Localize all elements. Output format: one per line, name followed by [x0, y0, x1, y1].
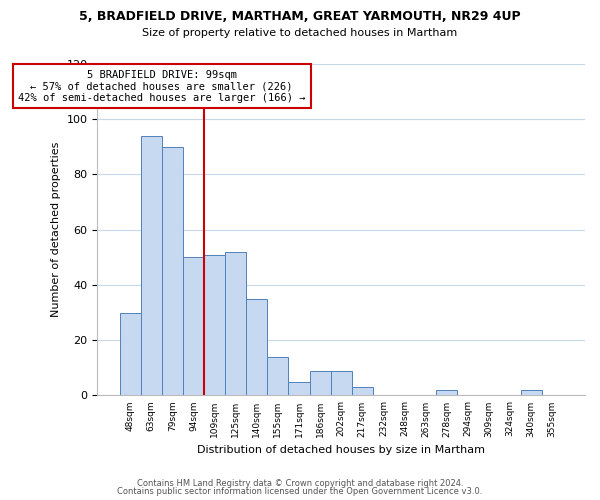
X-axis label: Distribution of detached houses by size in Martham: Distribution of detached houses by size …: [197, 445, 485, 455]
Text: Contains HM Land Registry data © Crown copyright and database right 2024.: Contains HM Land Registry data © Crown c…: [137, 478, 463, 488]
Text: 5 BRADFIELD DRIVE: 99sqm
← 57% of detached houses are smaller (226)
42% of semi-: 5 BRADFIELD DRIVE: 99sqm ← 57% of detach…: [18, 70, 305, 102]
Bar: [204, 254, 225, 396]
Bar: [267, 357, 289, 396]
Bar: [140, 136, 162, 396]
Bar: [162, 147, 183, 396]
Bar: [246, 299, 267, 396]
Bar: [310, 370, 331, 396]
Bar: [436, 390, 457, 396]
Bar: [352, 387, 373, 396]
Text: Contains public sector information licensed under the Open Government Licence v3: Contains public sector information licen…: [118, 487, 482, 496]
Bar: [289, 382, 310, 396]
Text: Size of property relative to detached houses in Martham: Size of property relative to detached ho…: [142, 28, 458, 38]
Bar: [119, 312, 140, 396]
Bar: [225, 252, 246, 396]
Bar: [331, 370, 352, 396]
Bar: [183, 258, 204, 396]
Y-axis label: Number of detached properties: Number of detached properties: [51, 142, 61, 318]
Text: 5, BRADFIELD DRIVE, MARTHAM, GREAT YARMOUTH, NR29 4UP: 5, BRADFIELD DRIVE, MARTHAM, GREAT YARMO…: [79, 10, 521, 23]
Bar: [521, 390, 542, 396]
